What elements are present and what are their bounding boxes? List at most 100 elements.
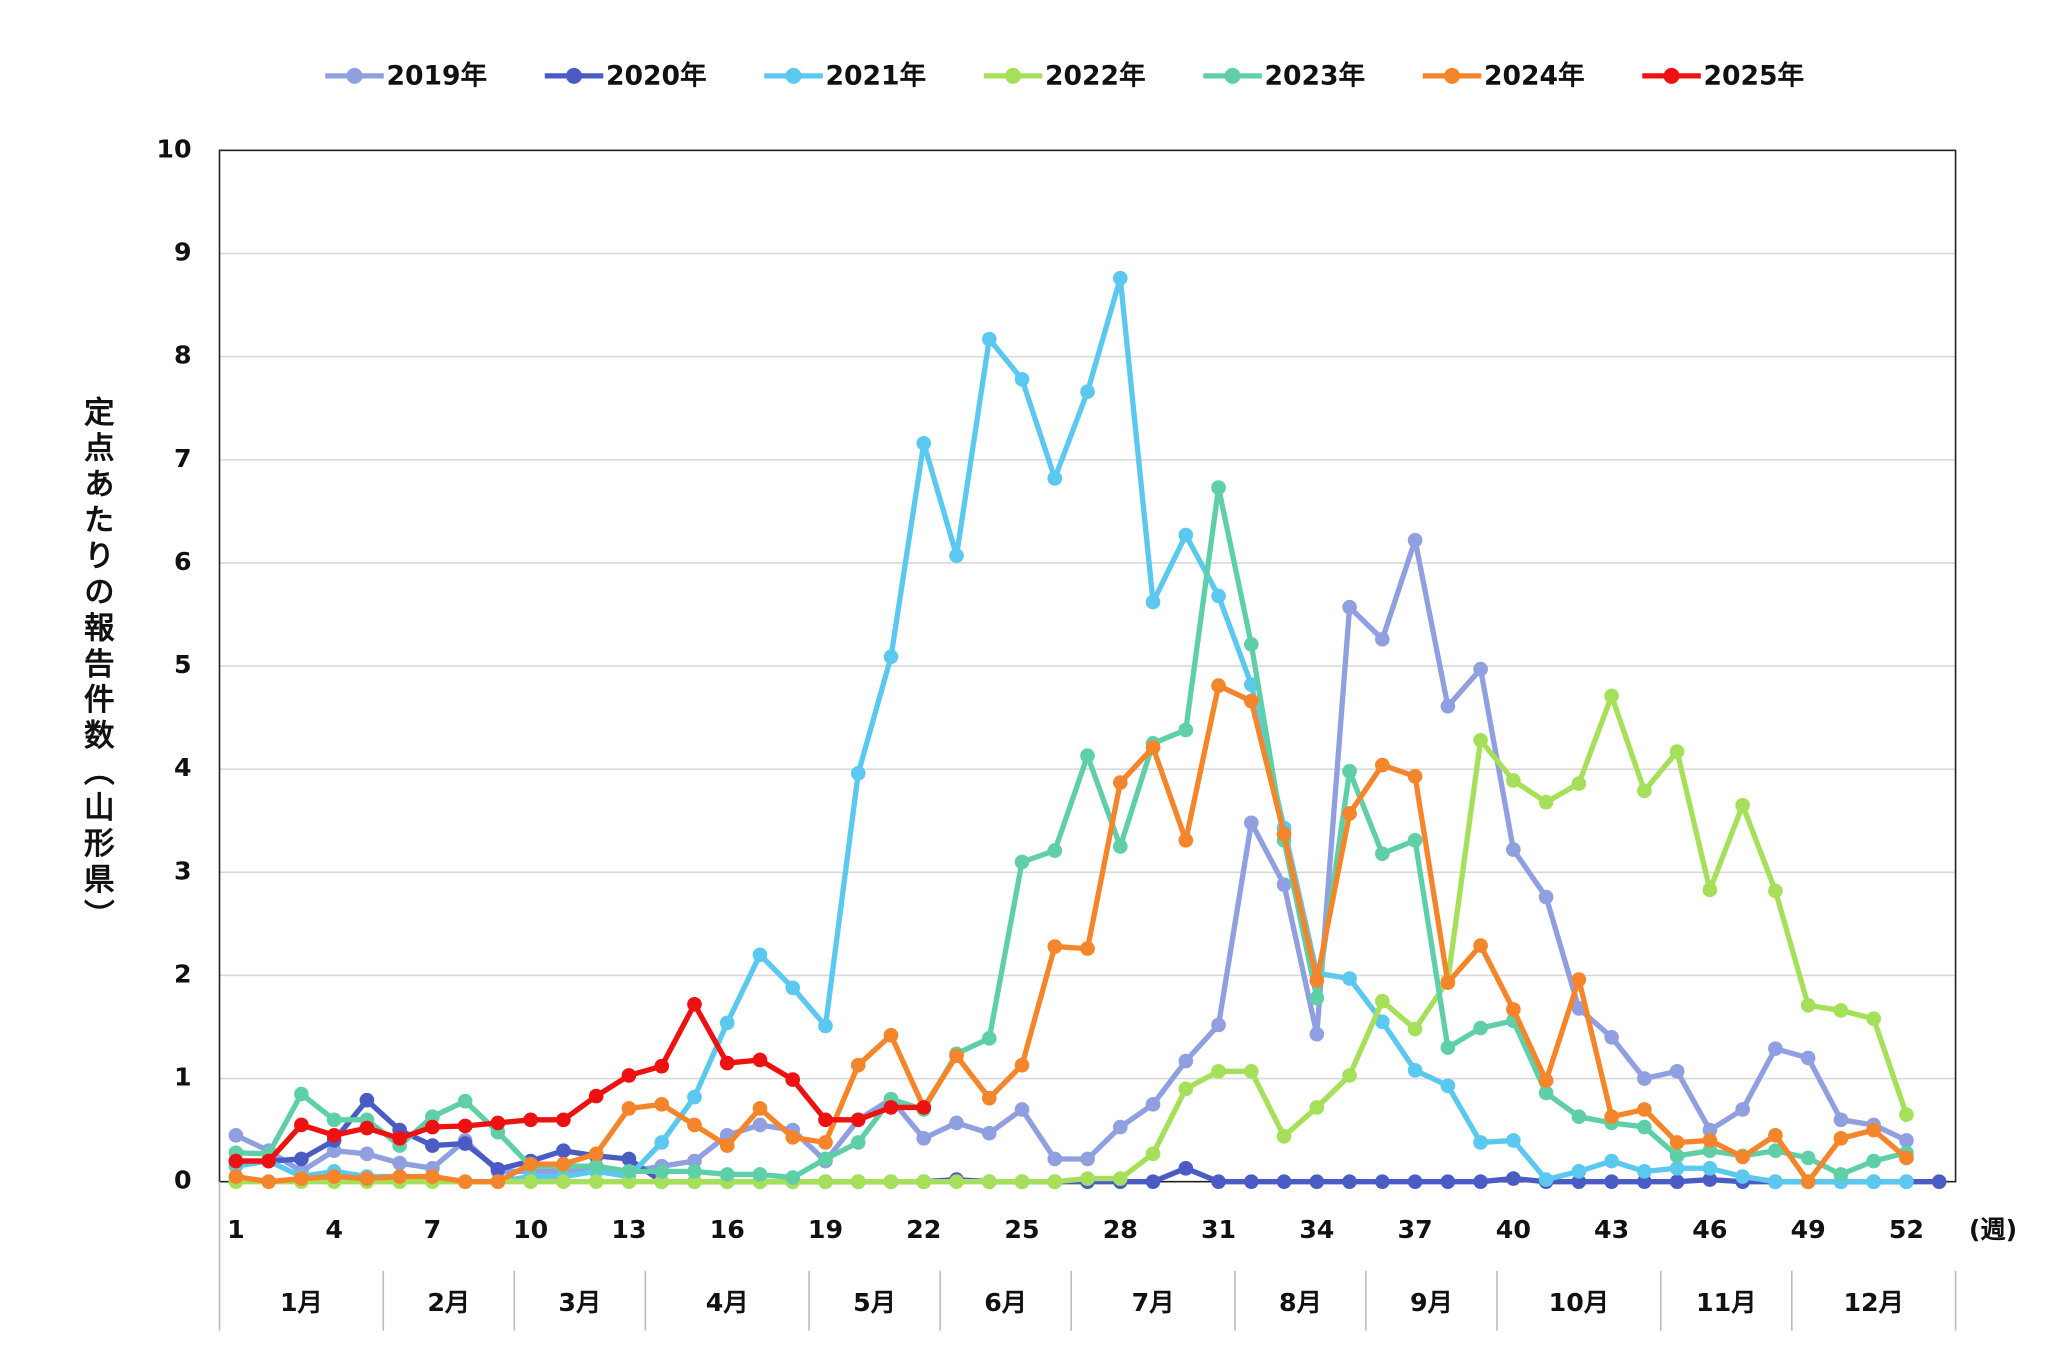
- data-point: [1080, 1171, 1095, 1186]
- data-point: [1014, 372, 1030, 387]
- data-point: [1276, 1128, 1292, 1144]
- data-point: [1375, 846, 1390, 862]
- data-point: [1768, 1127, 1783, 1143]
- data-point: [1080, 748, 1095, 764]
- data-point: [392, 1155, 407, 1171]
- data-point: [556, 1143, 571, 1159]
- data-point: [326, 1112, 342, 1128]
- data-point: [850, 1112, 866, 1128]
- data-point: [326, 1127, 342, 1143]
- x-tick-label: 10: [513, 1215, 548, 1244]
- x-tick-label: 49: [1791, 1215, 1826, 1244]
- x-tick-label: 37: [1398, 1215, 1433, 1244]
- data-point: [1145, 740, 1161, 755]
- data-point: [1243, 637, 1259, 652]
- data-point: [719, 1167, 735, 1182]
- data-point: [1178, 1160, 1194, 1176]
- data-point: [1637, 1119, 1652, 1135]
- data-point: [785, 980, 801, 996]
- data-point: [752, 1052, 768, 1068]
- data-point: [1112, 775, 1128, 790]
- data-point: [1866, 1153, 1881, 1169]
- data-point: [392, 1169, 407, 1184]
- data-point: [981, 1174, 997, 1189]
- data-point: [1211, 1174, 1226, 1189]
- x-tick-label: 4: [325, 1215, 343, 1244]
- data-point: [981, 1125, 997, 1141]
- x-tick-label: 28: [1103, 1215, 1138, 1244]
- legend-marker: [1224, 67, 1241, 84]
- data-point: [654, 1174, 670, 1189]
- legend-marker: [1663, 67, 1680, 84]
- data-point: [1768, 1174, 1783, 1189]
- x-tick-label: 7: [424, 1215, 442, 1244]
- data-point: [294, 1086, 309, 1102]
- y-tick-label: 10: [156, 134, 191, 163]
- data-point: [1145, 594, 1161, 610]
- data-point: [1866, 1011, 1881, 1027]
- data-point: [228, 1169, 244, 1184]
- data-point: [1309, 1100, 1325, 1115]
- legend-label: 2023年: [1264, 61, 1365, 92]
- data-point: [1768, 1041, 1783, 1056]
- data-point: [392, 1131, 407, 1146]
- data-point: [1342, 806, 1357, 821]
- data-point: [1342, 1068, 1357, 1083]
- data-point: [752, 1167, 768, 1182]
- data-point: [621, 1164, 637, 1179]
- month-label: 6月: [984, 1288, 1027, 1317]
- data-point: [326, 1169, 342, 1184]
- month-label: 5月: [853, 1288, 896, 1317]
- data-point: [1800, 1050, 1816, 1066]
- y-tick-label: 9: [174, 237, 192, 266]
- data-point: [1571, 1164, 1587, 1179]
- data-point: [752, 947, 768, 963]
- data-point: [949, 1048, 964, 1064]
- data-point: [523, 1112, 539, 1128]
- data-point: [490, 1174, 506, 1189]
- data-point: [588, 1174, 604, 1189]
- data-point: [228, 1127, 244, 1143]
- data-point: [1440, 1174, 1456, 1189]
- data-point: [850, 1174, 866, 1189]
- data-point: [588, 1158, 604, 1174]
- data-point: [1211, 1064, 1226, 1079]
- data-point: [228, 1153, 244, 1169]
- data-point: [654, 1135, 670, 1150]
- data-point: [687, 996, 702, 1012]
- series-line: [235, 693, 1909, 1185]
- data-point: [916, 1131, 932, 1146]
- data-point: [1375, 631, 1390, 647]
- data-point: [785, 1072, 801, 1087]
- data-point: [1473, 732, 1488, 748]
- data-point: [1211, 480, 1226, 495]
- data-point: [1702, 1143, 1718, 1159]
- data-point: [1833, 1112, 1849, 1128]
- data-point: [1637, 783, 1652, 799]
- data-point: [1407, 1062, 1423, 1078]
- data-point: [1243, 815, 1259, 831]
- data-point: [1080, 941, 1095, 956]
- data-point: [1702, 1133, 1718, 1148]
- data-point: [785, 1170, 801, 1185]
- data-point: [687, 1174, 702, 1189]
- data-point: [1014, 854, 1030, 870]
- data-point: [687, 1117, 702, 1133]
- data-point: [1702, 1160, 1718, 1176]
- x-tick-label: 34: [1299, 1215, 1334, 1244]
- data-point: [588, 1088, 604, 1104]
- series-line: [235, 682, 1909, 1185]
- data-point: [1473, 1135, 1488, 1150]
- data-point: [359, 1171, 375, 1186]
- data-point: [1538, 1085, 1554, 1101]
- data-point: [1473, 938, 1488, 953]
- data-point: [1375, 1174, 1390, 1189]
- data-point: [326, 1143, 342, 1159]
- data-point: [1669, 744, 1685, 759]
- data-point: [850, 1135, 866, 1150]
- data-point: [523, 1174, 539, 1189]
- x-tick-label: 1: [227, 1215, 245, 1244]
- data-point: [719, 1055, 735, 1071]
- data-point: [1047, 1174, 1063, 1189]
